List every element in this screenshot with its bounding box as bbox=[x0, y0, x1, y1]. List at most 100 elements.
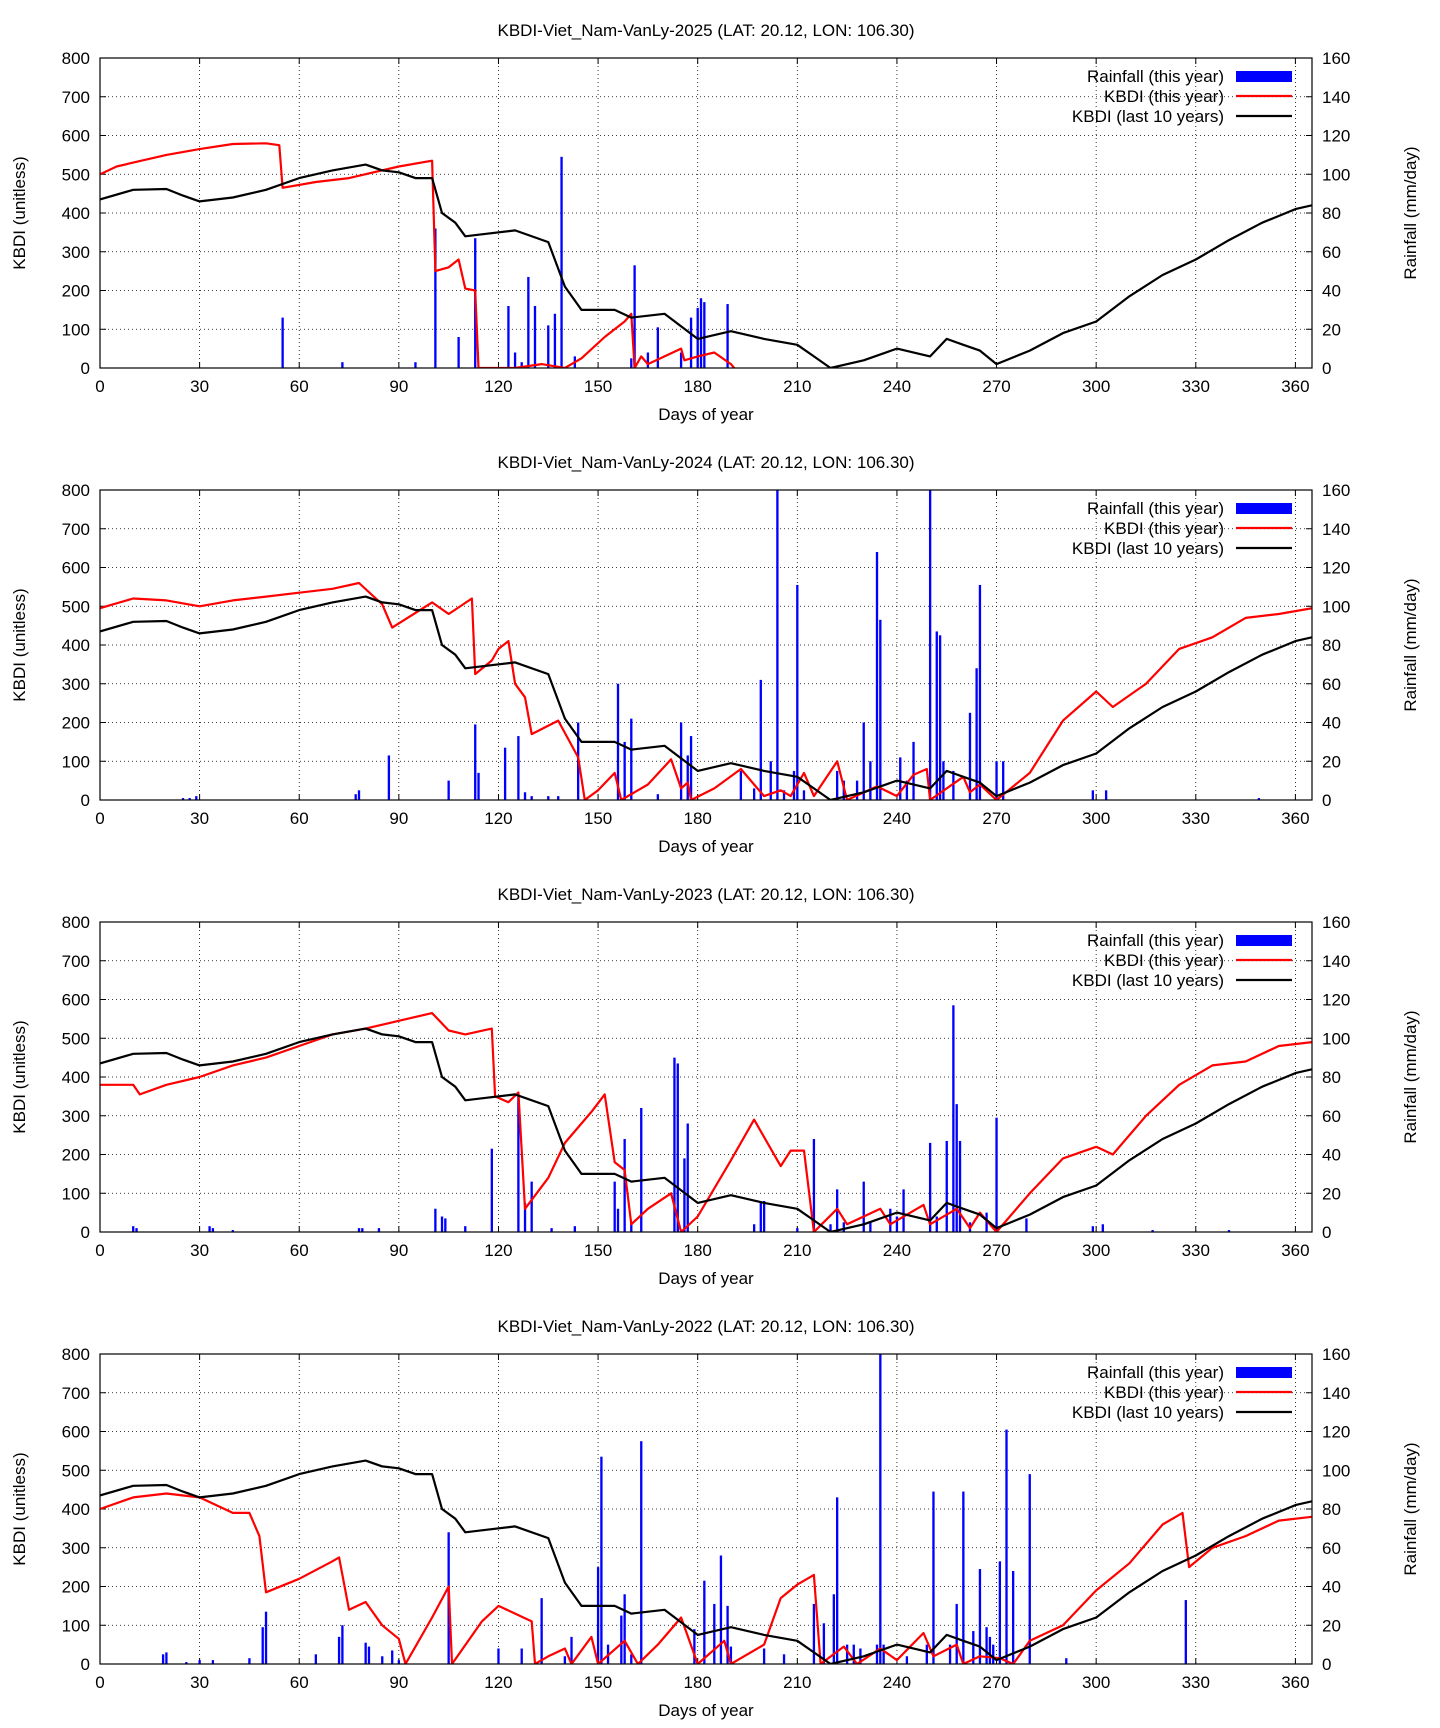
rainfall-bar bbox=[630, 1222, 633, 1232]
rainfall-bar bbox=[726, 304, 729, 368]
y-right-tick-label: 120 bbox=[1322, 559, 1350, 578]
x-tick-label: 330 bbox=[1182, 1673, 1210, 1692]
rainfall-bar bbox=[855, 780, 859, 800]
rainfall-bar bbox=[998, 1561, 1002, 1664]
y-left-tick-label: 400 bbox=[62, 636, 90, 655]
rainfall-bar bbox=[759, 1202, 762, 1232]
rainfall-bar bbox=[945, 1140, 948, 1232]
y-right-tick-label: 100 bbox=[1322, 165, 1350, 184]
rainfall-bar bbox=[557, 796, 560, 800]
rainfall-bar bbox=[683, 1158, 686, 1232]
y-right-tick-label: 80 bbox=[1322, 1068, 1341, 1087]
x-tick-label: 330 bbox=[1182, 1241, 1210, 1260]
rainfall-bar bbox=[899, 757, 902, 800]
x-tick-label: 0 bbox=[95, 809, 104, 828]
x-tick-label: 0 bbox=[95, 1673, 104, 1692]
y-right-tick-label: 160 bbox=[1322, 49, 1350, 68]
rainfall-bar bbox=[198, 1660, 201, 1664]
plot-frame bbox=[99, 1353, 1313, 1665]
legend-label: KBDI (last 10 years) bbox=[1072, 107, 1224, 126]
rainfall-bar bbox=[1005, 1429, 1008, 1664]
legend-label: KBDI (last 10 years) bbox=[1072, 1403, 1224, 1422]
rainfall-bar bbox=[875, 1644, 879, 1664]
rainfall-bar bbox=[812, 1139, 816, 1232]
rainfall-bar bbox=[361, 1228, 364, 1232]
rainfall-bar bbox=[935, 631, 938, 800]
rainfall-bar bbox=[1104, 790, 1108, 800]
x-tick-label: 180 bbox=[684, 1241, 712, 1260]
y-left-tick-label: 200 bbox=[62, 1578, 90, 1597]
y-left-tick-label: 600 bbox=[62, 127, 90, 146]
x-axis-label: Days of year bbox=[658, 1269, 754, 1288]
x-tick-label: 300 bbox=[1082, 809, 1110, 828]
rainfall-bar bbox=[686, 1123, 689, 1232]
y-right-tick-label: 140 bbox=[1322, 88, 1350, 107]
rainfall-bar bbox=[261, 1627, 264, 1664]
rainfall-bar bbox=[882, 1644, 885, 1664]
x-tick-label: 360 bbox=[1281, 809, 1309, 828]
rainfall-bar bbox=[391, 1650, 394, 1664]
chart-panel-0: KBDI-Viet_Nam-VanLy-2025 (LAT: 20.12, LO… bbox=[10, 21, 1420, 424]
x-axis-label: Days of year bbox=[658, 837, 754, 856]
y-left-tick-label: 300 bbox=[62, 1539, 90, 1558]
legend: Rainfall (this year)KBDI (this year)KBDI… bbox=[1072, 67, 1292, 126]
x-tick-label: 330 bbox=[1182, 809, 1210, 828]
rainfall-bar bbox=[357, 1228, 361, 1232]
rainfall-bar bbox=[520, 362, 523, 368]
rainfall-bar bbox=[1091, 1226, 1095, 1232]
chart-title: KBDI-Viet_Nam-VanLy-2024 (LAT: 20.12, LO… bbox=[497, 453, 914, 472]
rainfall-bar bbox=[185, 1662, 188, 1664]
legend: Rainfall (this year)KBDI (this year)KBDI… bbox=[1072, 931, 1292, 990]
y-left-tick-label: 0 bbox=[81, 1223, 90, 1242]
x-tick-label: 120 bbox=[484, 809, 512, 828]
legend: Rainfall (this year)KBDI (this year)KBDI… bbox=[1072, 1363, 1292, 1422]
y-right-tick-label: 160 bbox=[1322, 913, 1350, 932]
y-right-tick-label: 0 bbox=[1322, 1223, 1331, 1242]
rainfall-bar bbox=[776, 490, 779, 800]
rainfall-bar bbox=[1028, 1474, 1031, 1664]
rainfall-bar bbox=[135, 1228, 138, 1232]
rainfall-bar bbox=[845, 1644, 849, 1664]
y-left-tick-label: 600 bbox=[62, 991, 90, 1010]
legend-label: Rainfall (this year) bbox=[1087, 499, 1224, 518]
y-right-tick-label: 60 bbox=[1322, 243, 1341, 262]
rainfall-bar bbox=[928, 490, 932, 800]
rainfall-bar bbox=[862, 722, 865, 800]
rainfall-bar bbox=[497, 1648, 500, 1664]
rainfall-bar bbox=[523, 1202, 527, 1232]
rainfall-bar bbox=[367, 1646, 371, 1664]
rainfall-bar bbox=[440, 1216, 444, 1232]
y-left-tick-label: 100 bbox=[62, 1616, 90, 1635]
y-right-tick-label: 80 bbox=[1322, 636, 1341, 655]
x-tick-label: 210 bbox=[783, 809, 811, 828]
y-right-tick-label: 60 bbox=[1322, 1539, 1341, 1558]
plot-area bbox=[100, 1354, 1312, 1664]
rainfall-bar bbox=[314, 1654, 317, 1664]
x-tick-label: 300 bbox=[1082, 377, 1110, 396]
rainfall-bar bbox=[902, 1189, 905, 1232]
rainfall-bar bbox=[905, 780, 909, 800]
x-tick-label: 30 bbox=[190, 1673, 209, 1692]
rainfall-bar bbox=[952, 770, 955, 800]
y-right-tick-label: 60 bbox=[1322, 675, 1341, 694]
y-left-tick-label: 700 bbox=[62, 520, 90, 539]
rainfall-bar bbox=[520, 1648, 523, 1664]
y-right-tick-label: 140 bbox=[1322, 520, 1350, 539]
rainfall-bar bbox=[769, 761, 772, 800]
y-left-tick-label: 0 bbox=[81, 359, 90, 378]
legend-label: KBDI (last 10 years) bbox=[1072, 971, 1224, 990]
rainfall-bar bbox=[530, 796, 533, 800]
y-left-tick-label: 800 bbox=[62, 1345, 90, 1364]
rainfall-bar bbox=[1184, 1600, 1187, 1664]
rainfall-bar bbox=[513, 352, 517, 368]
rainfall-bar bbox=[972, 1631, 975, 1664]
rainfall-bar bbox=[862, 1181, 865, 1232]
rainfall-bar bbox=[620, 1615, 623, 1664]
rainfall-bar bbox=[444, 1218, 447, 1232]
y-left-tick-label: 500 bbox=[62, 1029, 90, 1048]
x-tick-label: 150 bbox=[584, 809, 612, 828]
rainfall-bar bbox=[689, 736, 693, 800]
rainfall-bar bbox=[596, 1567, 600, 1664]
rainfall-bar bbox=[912, 741, 915, 800]
y-right-tick-label: 20 bbox=[1322, 752, 1341, 771]
